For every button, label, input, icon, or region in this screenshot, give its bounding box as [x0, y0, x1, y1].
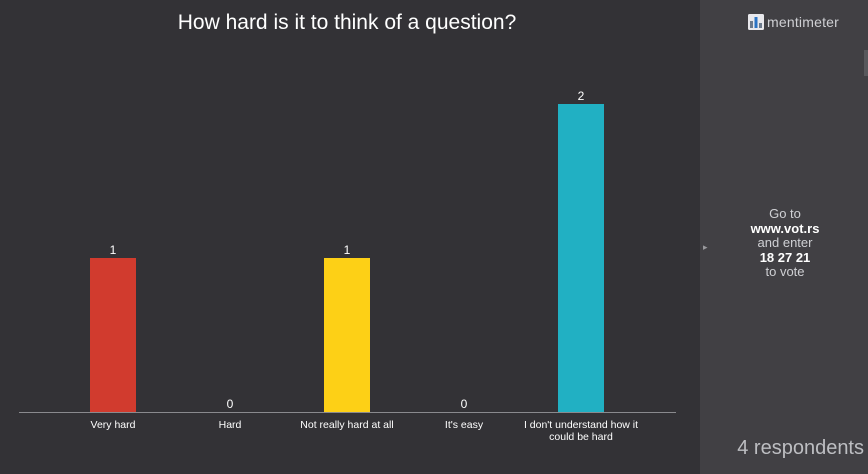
bar-3	[324, 258, 370, 412]
go-to-text: Go to	[769, 206, 801, 221]
category-label-3: Not really hard at all	[300, 419, 393, 431]
scroll-handle[interactable]	[864, 50, 868, 76]
bar-5	[558, 104, 604, 412]
logo-text: mentimeter	[767, 14, 840, 30]
respondent-count: 4 respondents	[737, 437, 864, 459]
mentimeter-logo: mentimeter	[748, 12, 839, 32]
results-panel: How hard is it to think of a question? 1…	[19, 11, 676, 443]
value-label-4: 0	[461, 397, 468, 411]
category-label-5-line-2: could be hard	[549, 431, 613, 443]
value-label-5: 2	[578, 89, 585, 103]
bar-chart: 1 Very hard 0 Hard 1 Not really hard at all 0 I…	[19, 89, 676, 443]
category-label-2: Hard	[219, 419, 242, 431]
question-title: How hard is it to think of a question?	[177, 11, 517, 34]
value-label-3: 1	[344, 243, 351, 257]
vote-code: 18 27 21	[759, 249, 811, 265]
voting-instructions: Go to www.vot.rs and enter 18 27 21 to v…	[700, 206, 868, 280]
expand-arrow-icon[interactable]: ▸	[703, 242, 708, 252]
value-label-2: 0	[227, 397, 234, 411]
category-label-1: Very hard	[91, 419, 136, 431]
vote-url[interactable]: www.vot.rs	[750, 220, 820, 236]
mentimeter-logo-icon	[748, 14, 764, 30]
to-vote-text: to vote	[765, 264, 805, 279]
and-enter-text: and enter	[757, 235, 813, 250]
category-label-5-line-1: I don't understand how it	[524, 419, 638, 431]
sidebar: mentimeter ▸ Go to www.vot.rs and enter …	[700, 0, 868, 474]
bar-1	[90, 258, 136, 412]
value-label-1: 1	[110, 243, 117, 257]
category-label-4: It's easy	[445, 419, 484, 431]
